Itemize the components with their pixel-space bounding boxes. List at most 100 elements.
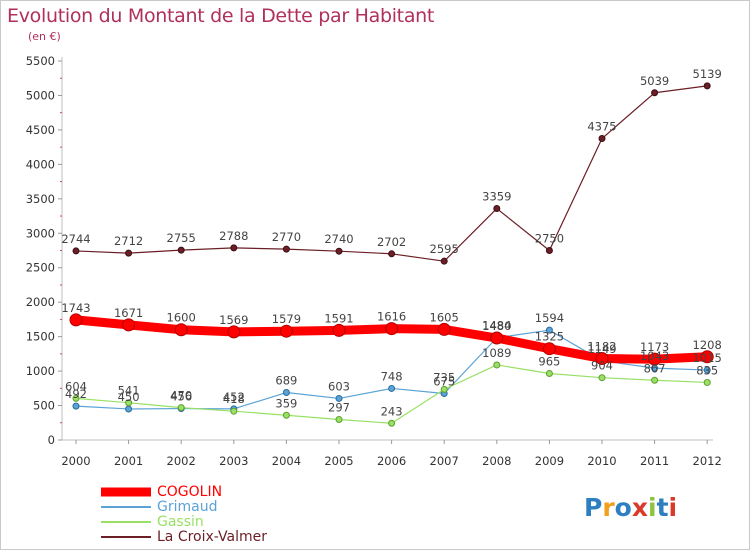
- legend-label-cogolin: COGOLIN: [157, 484, 223, 500]
- point-grimaud-0: [72, 402, 80, 410]
- data-label-gassin-11: 867: [644, 361, 666, 375]
- data-label-grimaud-6: 748: [381, 369, 403, 383]
- data-label-cogolin-3: 1569: [219, 313, 248, 327]
- logo-letter-2: o: [614, 493, 632, 522]
- point-grimaud-5: [335, 394, 343, 402]
- point-la-croix-valmer-0: [72, 247, 80, 255]
- point-cogolin-5: [332, 323, 346, 337]
- logo-letter-4: i: [648, 493, 657, 522]
- logo-letter-1: r: [602, 493, 615, 522]
- legend-swatch-gassin: [101, 521, 151, 523]
- point-la-croix-valmer-12: [703, 82, 711, 90]
- point-gassin-3: [230, 407, 238, 415]
- data-label-cogolin-6: 1616: [377, 310, 406, 324]
- data-label-grimaud-11: 1043: [640, 349, 669, 363]
- proxiti-logo: Proxiti: [584, 493, 677, 522]
- point-gassin-7: [440, 385, 448, 393]
- point-grimaud-4: [282, 389, 290, 397]
- data-label-gassin-2: 470: [170, 389, 192, 403]
- data-label-grimaud-4: 689: [275, 374, 297, 388]
- logo-letter-5: t: [656, 493, 669, 522]
- point-gassin-9: [545, 370, 553, 378]
- y-tick-label-11: 5500: [26, 54, 55, 68]
- legend-swatch-grimaud: [101, 506, 151, 508]
- point-cogolin-9: [542, 342, 556, 356]
- data-label-la-croix-valmer-2: 2755: [167, 231, 196, 245]
- x-tick-label-10: 2010: [587, 454, 616, 468]
- data-label-cogolin-11: 1173: [640, 340, 669, 354]
- point-la-croix-valmer-3: [230, 244, 238, 252]
- x-tick-label-2: 2002: [167, 454, 196, 468]
- data-label-cogolin-5: 1591: [324, 311, 353, 325]
- point-cogolin-8: [490, 331, 504, 345]
- x-tick-label-4: 2004: [272, 454, 301, 468]
- data-label-cogolin-12: 1208: [693, 338, 722, 352]
- point-gassin-12: [703, 378, 711, 386]
- point-la-croix-valmer-10: [598, 135, 606, 143]
- y-tick-label-2: 1000: [26, 364, 55, 378]
- data-label-cogolin-2: 1600: [167, 311, 196, 325]
- legend-swatch-la-croix-valmer: [101, 536, 151, 538]
- data-label-gassin-0: 604: [65, 379, 87, 393]
- data-label-gassin-9: 965: [538, 355, 560, 369]
- data-label-cogolin-7: 1605: [430, 310, 459, 324]
- point-la-croix-valmer-6: [388, 250, 396, 258]
- data-label-grimaud-3: 452: [223, 390, 245, 404]
- data-label-gassin-1: 541: [118, 384, 140, 398]
- x-tick-label-12: 2012: [693, 454, 722, 468]
- data-label-grimaud-7: 675: [433, 374, 455, 388]
- point-cogolin-7: [437, 322, 451, 336]
- data-label-cogolin-0: 1743: [61, 301, 90, 315]
- point-gassin-6: [388, 419, 396, 427]
- y-tick-label-7: 3500: [26, 192, 55, 206]
- y-tick-label-4: 2000: [26, 295, 55, 309]
- data-label-grimaud-1: 450: [118, 390, 140, 404]
- point-cogolin-3: [227, 325, 241, 339]
- point-cogolin-12: [700, 350, 714, 364]
- point-la-croix-valmer-7: [440, 257, 448, 265]
- point-la-croix-valmer-9: [545, 247, 553, 254]
- point-cogolin-10: [595, 352, 609, 366]
- data-label-la-croix-valmer-8: 3359: [482, 190, 511, 204]
- data-label-la-croix-valmer-6: 2702: [377, 235, 406, 249]
- y-tick-label-5: 2500: [26, 261, 55, 275]
- data-label-gassin-8: 1089: [482, 346, 511, 360]
- data-label-grimaud-2: 456: [170, 390, 192, 404]
- data-label-grimaud-8: 1484: [482, 319, 511, 333]
- data-label-la-croix-valmer-3: 2788: [219, 229, 248, 243]
- point-cogolin-1: [122, 318, 136, 332]
- y-tick-label-3: 1500: [26, 330, 55, 344]
- data-label-cogolin-9: 1325: [535, 330, 564, 344]
- data-label-la-croix-valmer-10: 4375: [587, 120, 616, 134]
- chart-subtitle: (en €): [28, 30, 61, 43]
- point-la-croix-valmer-2: [177, 246, 185, 254]
- x-tick-label-5: 2005: [324, 454, 353, 468]
- data-label-grimaud-12: 1015: [693, 351, 722, 365]
- x-tick-label-7: 2007: [430, 454, 459, 468]
- data-label-cogolin-8: 1480: [482, 319, 511, 333]
- data-label-gassin-5: 297: [328, 401, 350, 415]
- chart-title: Evolution du Montant de la Dette par Hab…: [7, 5, 435, 27]
- data-label-la-croix-valmer-5: 2740: [324, 232, 353, 246]
- y-tick-label-9: 4500: [26, 123, 55, 137]
- y-tick-label-0: 0: [48, 433, 55, 447]
- x-tick-label-0: 2000: [61, 454, 90, 468]
- data-label-gassin-4: 359: [275, 396, 297, 410]
- point-la-croix-valmer-11: [651, 89, 659, 97]
- point-cogolin-0: [69, 313, 83, 327]
- data-label-gassin-7: 735: [433, 370, 455, 384]
- point-cogolin-4: [279, 324, 293, 338]
- x-tick-label-6: 2006: [377, 454, 406, 468]
- point-gassin-0: [72, 394, 80, 402]
- point-gassin-2: [177, 404, 185, 412]
- y-tick-label-10: 5000: [26, 88, 55, 102]
- data-label-cogolin-1: 1671: [114, 306, 143, 320]
- x-tick-label-9: 2009: [535, 454, 564, 468]
- point-la-croix-valmer-5: [335, 247, 343, 255]
- point-grimaud-9: [545, 326, 553, 334]
- legend-swatch-cogolin: [101, 487, 151, 497]
- y-tick-label-1: 500: [33, 399, 55, 413]
- data-label-gassin-6: 243: [381, 404, 403, 418]
